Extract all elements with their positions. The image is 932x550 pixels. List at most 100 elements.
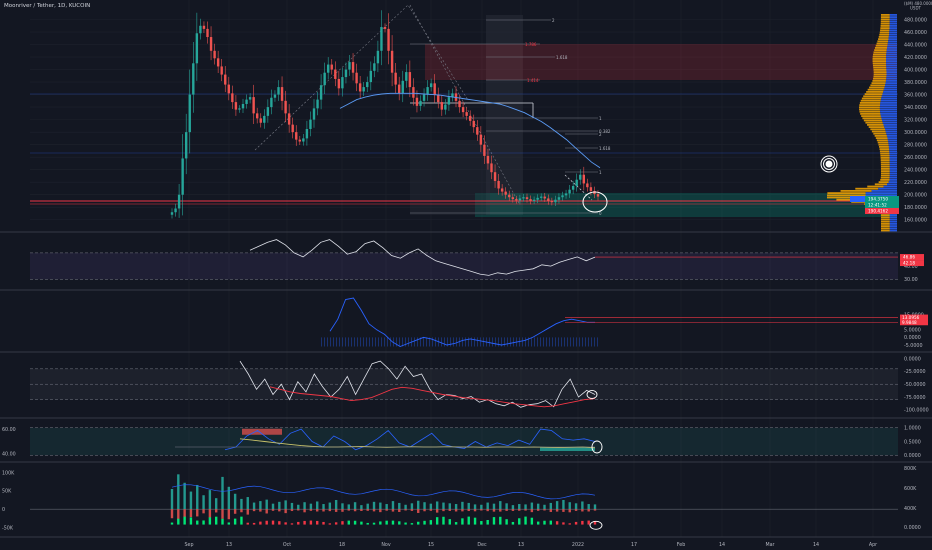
volume-panel[interactable] <box>30 474 898 530</box>
volume-bar <box>385 504 388 510</box>
volume-profile-bar <box>859 104 881 106</box>
volume-negative-bar <box>170 509 174 519</box>
candle-body <box>309 119 312 130</box>
candle-body <box>369 70 372 83</box>
volume-profile-bar <box>880 214 890 216</box>
rsi-panel[interactable] <box>30 239 898 280</box>
volume-profile-bar <box>889 159 897 161</box>
annotation-circle <box>582 191 608 213</box>
candle-body <box>256 113 259 119</box>
candle-body <box>298 139 301 142</box>
volume-bar <box>202 495 205 510</box>
momentum-strip-bar <box>568 523 571 525</box>
volume-profile-bar <box>883 91 897 93</box>
volume-profile-bar <box>880 179 890 181</box>
volume-profile-bar <box>889 229 897 232</box>
volume-profile-bar <box>883 124 897 126</box>
candle-body <box>536 197 539 200</box>
candle-body <box>554 199 557 203</box>
momentum-strip-bar <box>233 518 237 525</box>
momentum-strip-bar <box>290 523 294 525</box>
momentum-axis-tick: 0.0000 <box>904 335 921 341</box>
volume-left-tick: 0 <box>2 507 5 513</box>
volume-negative-bar <box>183 509 186 518</box>
momentum-strip-bar <box>543 520 546 525</box>
volume-bar <box>334 500 338 510</box>
candle-body <box>266 107 270 116</box>
time-axis-tick: Oct <box>283 542 291 548</box>
williams-panel[interactable] <box>30 360 898 408</box>
volume-profile-bar <box>886 69 897 71</box>
volume-profile-bar <box>886 135 897 137</box>
candle-body <box>287 113 291 125</box>
annotation-circle <box>586 390 598 399</box>
oscillator-axis-tick: 1.0000 <box>904 426 921 432</box>
volume-bar <box>555 501 559 510</box>
momentum-strip-bar <box>562 522 565 525</box>
candle-body <box>532 199 536 201</box>
volume-negative-bar <box>568 509 571 513</box>
time-axis-tick: 18 <box>339 542 345 548</box>
volume-negative-bar <box>221 509 224 519</box>
volume-profile-bar <box>872 60 887 62</box>
volume-profile-bar <box>886 53 897 56</box>
momentum-panel[interactable] <box>320 297 898 347</box>
volume-profile-bar <box>882 121 897 124</box>
volume-bar <box>240 498 243 510</box>
volume-profile-bar <box>889 20 897 23</box>
volume-negative-bar <box>454 509 458 512</box>
oscillator-panel[interactable] <box>30 427 898 456</box>
panel-separators[interactable] <box>0 231 932 538</box>
williams-signal-line <box>269 386 596 408</box>
volume-bar <box>574 503 578 510</box>
volume-bar <box>252 502 256 510</box>
candle-body <box>327 64 330 73</box>
volume-profile-bar <box>862 117 882 120</box>
candle-body <box>515 199 518 201</box>
candle-body <box>525 197 529 200</box>
volume-profile-bar <box>889 27 897 29</box>
volume-profile-bar <box>883 88 897 91</box>
volume-left-tick: 100K <box>2 470 15 476</box>
candle-body <box>419 100 422 106</box>
fib-level-label: 1 <box>599 116 602 121</box>
volume-profile-bar <box>880 154 890 157</box>
momentum-strip-bar <box>221 518 224 525</box>
volume-profile-bar <box>889 220 897 223</box>
momentum-histogram-fill <box>320 337 600 347</box>
volume-profile-bar <box>827 196 866 199</box>
candle-body <box>383 27 387 29</box>
candle-body <box>390 50 394 73</box>
volume-profile-bar <box>880 161 890 164</box>
oscillator-axis-tick: 0.5000 <box>904 439 921 445</box>
volume-profile-bar <box>887 183 897 186</box>
candle-body <box>522 197 525 199</box>
price-panel[interactable] <box>170 10 897 232</box>
volume-profile-bar <box>865 194 897 197</box>
volume-bar <box>454 504 458 510</box>
oscillator-histogram <box>540 447 595 451</box>
momentum-strip-bar <box>467 516 470 525</box>
candle-body <box>469 115 472 121</box>
volume-negative-bar <box>473 509 477 512</box>
volume-right-tick: 400K <box>904 506 917 512</box>
volume-bar <box>221 476 224 510</box>
volume-negative-bar <box>499 509 502 512</box>
volume-negative-bar <box>524 509 527 511</box>
volume-negative-bar <box>360 509 363 511</box>
candle-body <box>564 193 568 196</box>
symbol-title[interactable]: Moonriver / Tether, 1D, KUCOIN <box>4 3 91 9</box>
momentum-strip-bar <box>410 523 414 525</box>
volume-profile-bar <box>880 27 890 29</box>
momentum-strip-bar <box>417 521 420 525</box>
candle-body <box>238 108 241 110</box>
volume-profile-bar <box>883 185 897 188</box>
time-axis-tick: Nov <box>381 542 391 548</box>
volume-profile-bar <box>889 161 897 164</box>
candle-body <box>366 82 369 88</box>
momentum-strip-bar <box>505 519 508 525</box>
volume-negative-bar <box>417 509 420 513</box>
volume-profile-bar <box>877 141 889 144</box>
volume-negative-bar <box>461 509 464 512</box>
